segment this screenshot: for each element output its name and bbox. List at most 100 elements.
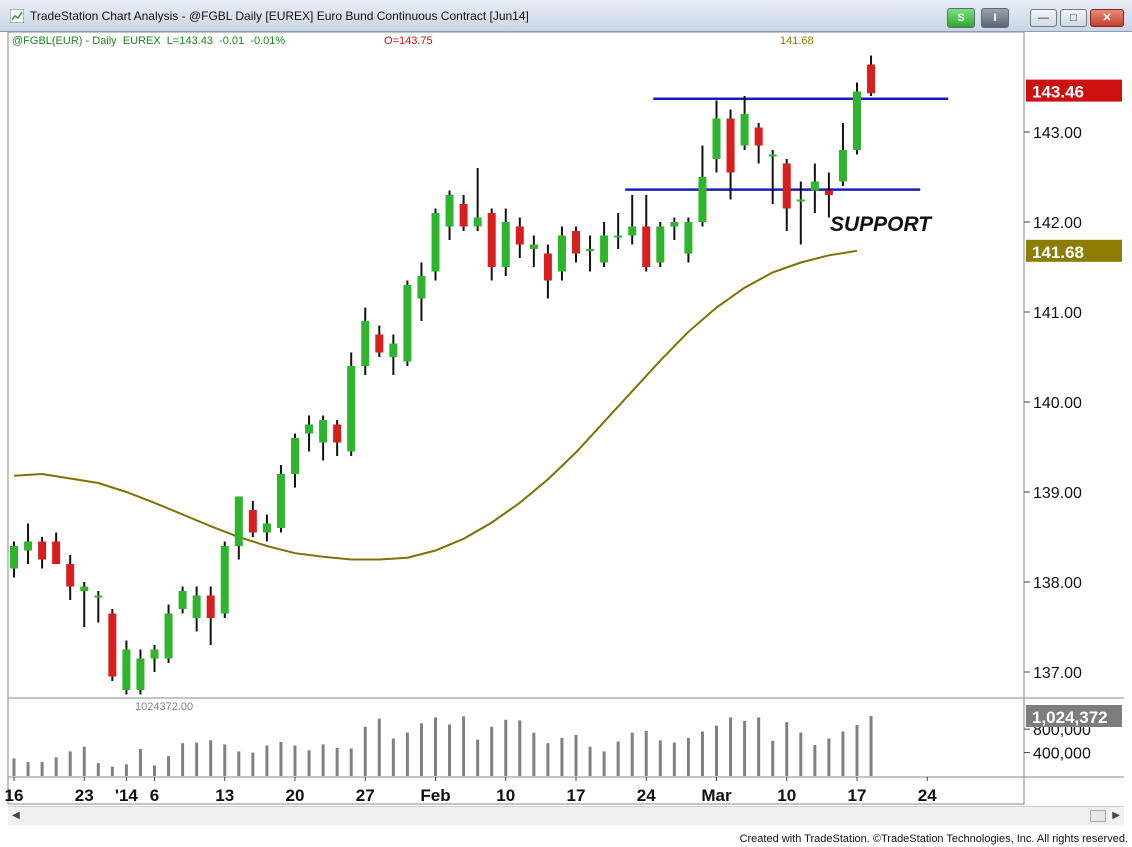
scroll-thumb[interactable] — [1090, 810, 1106, 822]
candle[interactable] — [220, 541, 229, 619]
candle-body — [712, 118, 721, 159]
candle[interactable] — [557, 226, 566, 281]
scroll-left-icon[interactable]: ◀ — [12, 810, 20, 821]
volume-bar — [504, 719, 508, 776]
candle[interactable] — [150, 645, 159, 672]
candle[interactable] — [586, 235, 595, 272]
volume-bar — [251, 752, 255, 776]
candle[interactable] — [572, 226, 580, 263]
candle[interactable] — [698, 145, 707, 227]
candle[interactable] — [810, 163, 819, 214]
candle[interactable] — [529, 235, 538, 268]
candle-body — [220, 546, 229, 614]
candle[interactable] — [754, 123, 763, 164]
candle[interactable] — [164, 604, 173, 664]
date-tick-label: '14 — [115, 786, 138, 805]
candle[interactable] — [600, 222, 609, 267]
candle-body — [150, 649, 159, 659]
info-button[interactable]: I — [981, 8, 1009, 28]
candle[interactable] — [136, 649, 145, 695]
price-tick-label: 137.00 — [1033, 665, 1082, 682]
candle[interactable] — [656, 222, 665, 267]
date-tick-label: 17 — [567, 786, 586, 805]
candle[interactable] — [38, 537, 47, 569]
candle[interactable] — [234, 496, 243, 560]
volume-bar — [602, 751, 606, 776]
candle[interactable] — [375, 325, 384, 358]
candle[interactable] — [178, 586, 187, 614]
candle[interactable] — [361, 307, 370, 376]
candle[interactable] — [628, 195, 637, 245]
title-bar: TradeStation Chart Analysis - @FGBL Dail… — [0, 0, 1132, 32]
candle[interactable] — [52, 532, 61, 565]
candle[interactable] — [824, 172, 833, 218]
candle[interactable] — [108, 609, 117, 681]
candle[interactable] — [403, 280, 412, 367]
candle-body — [417, 276, 426, 299]
status-button[interactable]: S — [947, 8, 975, 28]
candle[interactable] — [276, 465, 285, 533]
symbol-info: @FGBL(EUR) - Daily EUREX L=143.43 -0.01 … — [12, 35, 285, 47]
candle[interactable] — [867, 55, 876, 97]
candle-body — [52, 541, 61, 564]
candle[interactable] — [501, 208, 510, 277]
volume-bar — [195, 742, 199, 776]
candle[interactable] — [24, 523, 33, 565]
candle[interactable] — [853, 82, 861, 155]
candle-body — [642, 226, 651, 267]
candle[interactable] — [333, 420, 342, 456]
candle[interactable] — [206, 586, 215, 646]
candle[interactable] — [262, 514, 271, 542]
candle-body — [684, 222, 693, 254]
candle[interactable] — [291, 433, 299, 488]
window-title: TradeStation Chart Analysis - @FGBL Dail… — [30, 9, 529, 23]
candle[interactable] — [80, 582, 89, 627]
candle[interactable] — [389, 334, 398, 376]
candle[interactable] — [431, 208, 440, 281]
candle-body — [136, 658, 145, 690]
candle[interactable] — [838, 123, 847, 186]
minimize-button[interactable]: — — [1030, 9, 1057, 27]
candle[interactable] — [417, 262, 426, 322]
candle[interactable] — [670, 217, 679, 241]
candle-body — [487, 213, 496, 267]
volume-bar — [265, 745, 269, 776]
candle[interactable] — [642, 195, 651, 272]
candle[interactable] — [768, 150, 777, 204]
candle[interactable] — [740, 96, 749, 150]
scroll-right-icon[interactable]: ▶ — [1112, 810, 1120, 821]
price-chart[interactable]: 137.00 138.00 139.00 140.00 141.00 142.00 143.… — [0, 32, 1132, 806]
candle[interactable] — [122, 640, 131, 695]
candle[interactable] — [487, 208, 496, 281]
candle[interactable] — [347, 352, 356, 457]
candle[interactable] — [782, 159, 791, 231]
candle[interactable] — [319, 415, 328, 461]
candle[interactable] — [305, 415, 314, 452]
candle[interactable] — [473, 168, 482, 231]
candle[interactable] — [192, 586, 201, 632]
candle-body — [515, 226, 524, 245]
candle[interactable] — [712, 100, 721, 173]
candle[interactable] — [10, 541, 18, 578]
candle[interactable] — [94, 591, 103, 623]
candle-body — [80, 586, 89, 591]
candle[interactable] — [543, 244, 552, 299]
candle[interactable] — [726, 109, 735, 200]
candle[interactable] — [515, 217, 524, 259]
close-button[interactable]: ✕ — [1090, 9, 1124, 27]
volume-bar — [476, 739, 480, 776]
horizontal-scrollbar[interactable]: ◀ ▶ — [8, 806, 1124, 825]
maximize-button[interactable]: □ — [1060, 9, 1087, 27]
candle[interactable] — [445, 190, 454, 241]
candle[interactable] — [66, 555, 75, 600]
candle[interactable] — [684, 217, 693, 263]
candle[interactable] — [459, 195, 468, 231]
candle[interactable] — [248, 501, 257, 537]
volume-bar — [307, 750, 311, 776]
candle[interactable] — [614, 213, 623, 249]
volume-bar — [138, 749, 142, 776]
volume-bar — [869, 716, 873, 776]
volume-bar — [434, 717, 437, 776]
volume-bar — [54, 757, 58, 776]
candle[interactable] — [796, 181, 805, 245]
